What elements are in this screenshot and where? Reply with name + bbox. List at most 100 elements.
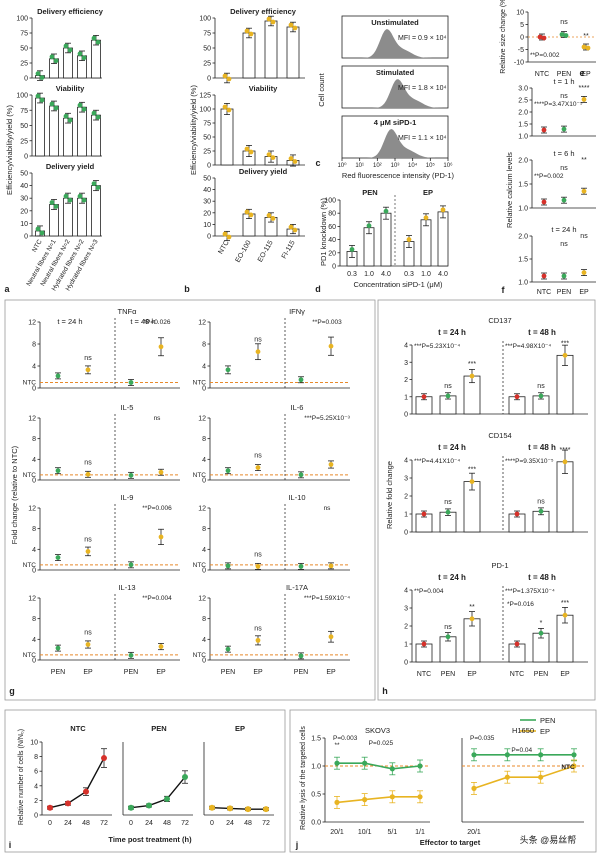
data-point <box>469 616 475 622</box>
panel-j-yaxis-tick-label: 0.0 <box>311 820 321 827</box>
data-point <box>471 785 477 792</box>
panel-d-group-label: EP <box>423 188 433 197</box>
panel-g-xtick-label: EP <box>326 669 336 676</box>
data-point <box>562 612 568 618</box>
ntc-label: NTC <box>23 652 37 659</box>
panel-j-yaxis-tick-label: 0.5 <box>311 792 321 799</box>
panel-g-yaxis-tick-label: 0 <box>202 568 206 575</box>
data-point <box>35 226 41 232</box>
panel-f-yaxis-tick-label: 1.5 <box>518 122 528 129</box>
data-point <box>298 563 304 569</box>
panel-g-yaxis-tick-label: 8 <box>32 436 36 443</box>
significance-label: ns <box>537 383 545 390</box>
panel-g-xtick-label: PEN <box>221 669 235 676</box>
panel-c-xtick-label: 10⁴ <box>408 162 418 169</box>
data-point <box>563 33 569 38</box>
ntc-label: NTC <box>193 652 207 659</box>
data-point <box>91 35 97 41</box>
data-point <box>128 652 134 658</box>
data-point <box>270 19 276 25</box>
data-point <box>328 634 334 640</box>
panel-g-yaxis-tick-label: 4 <box>202 637 206 644</box>
data-point <box>585 45 591 51</box>
p-value-label: **P=0.002 <box>530 52 560 59</box>
panel-d-yaxis-tick-label: 20 <box>328 250 336 257</box>
series-line <box>49 757 105 809</box>
data-point <box>389 766 395 772</box>
panel-b-yaxis-tick-label: 30 <box>203 199 211 206</box>
time-label: t = 24 h <box>438 573 466 582</box>
data-point <box>164 795 170 802</box>
panel-g-yaxis-tick-label: 0 <box>32 568 36 575</box>
panel-c-xtick-label: 10⁶ <box>443 162 453 169</box>
data-point <box>288 224 294 230</box>
histogram-area <box>342 29 448 58</box>
panel-j-xtick-label: 10/1 <box>358 829 372 836</box>
data-point <box>541 35 547 41</box>
significance-label: **** <box>579 85 590 92</box>
data-point <box>541 199 547 205</box>
panel-g-yaxis-tick-label: 0 <box>32 478 36 485</box>
mfi-label: MFI = 1.1 × 10⁴ <box>398 135 447 142</box>
data-point <box>227 805 233 812</box>
panel-e-yaxis-tick-label: 0 <box>520 35 524 42</box>
panel-f-yaxis-tick-label: 2.0 <box>518 110 528 117</box>
data-point <box>225 646 231 652</box>
panel-a-yaxis-tick-label: 75 <box>20 31 28 38</box>
significance-label: *** <box>561 600 569 607</box>
time-label: t = 24 h <box>57 317 82 326</box>
data-point <box>263 806 269 813</box>
panel-b-yaxis-tick-label: 50 <box>203 46 211 53</box>
panel-f-yaxis-tick-label: 2.0 <box>518 158 528 165</box>
data-point <box>65 800 71 807</box>
data-point <box>63 193 69 199</box>
data-point <box>128 804 134 811</box>
ntc-label: NTC <box>23 562 37 569</box>
data-point <box>292 227 298 233</box>
data-point <box>55 373 61 379</box>
panel-i-xlabel: Time post treatment (h) <box>108 835 192 844</box>
p-value-label: ***P=4.41X10⁻⁴ <box>414 458 460 465</box>
p-value-label: **P=0.002 <box>534 173 564 180</box>
panel-g-yaxis-tick-label: 8 <box>202 616 206 623</box>
legend-label-pen: PEN <box>540 716 555 725</box>
data-point <box>81 55 87 61</box>
data-point <box>81 197 87 203</box>
panel-b-xtick-label: NTC <box>217 240 230 256</box>
panel-g-yaxis-tick-label: 0 <box>202 658 206 665</box>
p-value-label: ****P=9.35X10⁻⁵ <box>505 458 554 465</box>
histogram-title: Unstimulated <box>371 18 419 27</box>
panel-a-yaxis-tick-label: 25 <box>20 138 28 145</box>
data-point <box>328 462 334 467</box>
panel-i-yaxis-tick-label: 4 <box>34 783 38 790</box>
panel-a-yaxis-tick-label: 75 <box>20 108 28 115</box>
p-value-label: ***P=1.375X10⁻⁴ <box>505 588 555 595</box>
panel-f-subplot-title: t = 24 h <box>551 225 576 234</box>
data-point <box>328 343 334 349</box>
panel-b-yaxis-tick-label: 75 <box>203 31 211 38</box>
data-point <box>67 197 73 203</box>
data-point <box>49 101 55 107</box>
significance-label: ns <box>444 499 452 506</box>
panel-a-subplot-title: Viability <box>56 84 85 93</box>
data-point <box>255 563 261 569</box>
data-point <box>538 630 544 636</box>
panel-b-yaxis-tick-label: 100 <box>199 107 211 114</box>
panel-g-yaxis-tick-label: 0 <box>202 386 206 393</box>
data-point <box>39 75 45 80</box>
panel-g-yaxis-tick-label: 0 <box>202 478 206 485</box>
panel-f-xtick-label: PEN <box>557 289 571 296</box>
bar <box>49 105 59 157</box>
panel-g-subplot-title: TNFα <box>118 307 138 316</box>
panel-c-xtick-label: 10³ <box>391 163 400 169</box>
data-point <box>559 32 565 37</box>
data-point <box>81 106 87 112</box>
panel-i-yaxis-tick-label: 10 <box>30 740 38 747</box>
data-point <box>270 155 276 161</box>
time-label: t = 48 h <box>130 317 155 326</box>
data-point <box>39 97 45 103</box>
ntc-label: NTC <box>23 472 37 479</box>
data-point <box>417 763 423 769</box>
panel-b-subplot-title: Delivery efficiency <box>230 7 297 16</box>
panel-h-yaxis-tick-label: 2 <box>404 624 408 631</box>
